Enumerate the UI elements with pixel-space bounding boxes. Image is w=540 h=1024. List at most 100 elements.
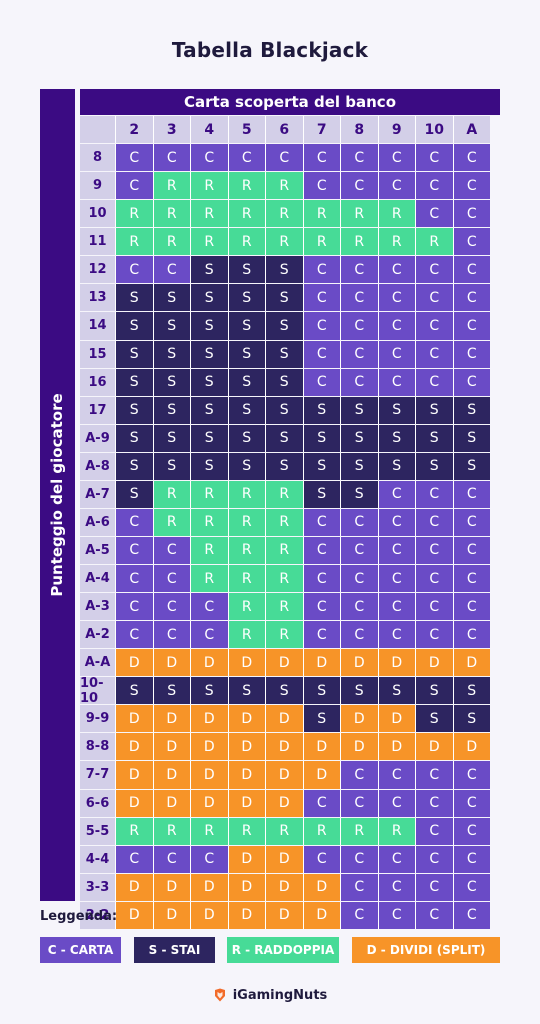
- dealer-card-header: 4: [190, 116, 228, 144]
- action-cell: C: [415, 536, 453, 564]
- action-cell: R: [302, 817, 340, 845]
- dealer-card-header: 2: [115, 116, 153, 144]
- action-cell: R: [265, 200, 303, 228]
- dealer-card-header: 10: [415, 116, 453, 144]
- action-cell: C: [452, 761, 490, 789]
- action-cell: S: [152, 284, 190, 312]
- action-cell: C: [452, 144, 490, 172]
- action-cell: D: [265, 845, 303, 873]
- action-cell: D: [190, 761, 228, 789]
- action-cell: S: [265, 452, 303, 480]
- action-cell: C: [452, 312, 490, 340]
- action-cell: S: [190, 368, 228, 396]
- action-cell: C: [415, 144, 453, 172]
- action-cell: S: [152, 368, 190, 396]
- player-hand-label: A-2: [80, 621, 115, 649]
- action-cell: D: [190, 901, 228, 929]
- action-cell: C: [377, 901, 415, 929]
- action-cell: C: [152, 536, 190, 564]
- action-cell: D: [265, 705, 303, 733]
- action-cell: C: [377, 340, 415, 368]
- action-cell: C: [415, 873, 453, 901]
- legend-item-stand: S - STAI: [134, 937, 215, 963]
- action-cell: R: [190, 565, 228, 593]
- action-cell: S: [302, 677, 340, 705]
- player-hand-label: A-A: [80, 649, 115, 677]
- brand-logo-icon: [214, 988, 225, 1002]
- action-cell: D: [227, 705, 265, 733]
- action-cell: C: [452, 172, 490, 200]
- action-cell: C: [377, 368, 415, 396]
- action-cell: S: [265, 340, 303, 368]
- player-hand-label: A-8: [80, 452, 115, 480]
- action-cell: D: [415, 649, 453, 677]
- player-axis-label: Punteggio del giocatore: [48, 393, 66, 597]
- action-cell: D: [190, 789, 228, 817]
- action-cell: C: [377, 873, 415, 901]
- player-hand-label: 10-10: [80, 676, 115, 706]
- action-cell: C: [452, 228, 490, 256]
- action-cell: C: [340, 284, 378, 312]
- action-cell: C: [265, 144, 303, 172]
- action-cell: C: [302, 340, 340, 368]
- action-cell: C: [452, 817, 490, 845]
- action-cell: R: [227, 508, 265, 536]
- action-cell: D: [152, 649, 190, 677]
- action-cell: S: [115, 368, 153, 396]
- action-cell: S: [302, 396, 340, 424]
- action-cell: D: [115, 901, 153, 929]
- action-cell: S: [152, 677, 190, 705]
- action-cell: C: [452, 284, 490, 312]
- action-cell: R: [190, 817, 228, 845]
- action-cell: D: [302, 649, 340, 677]
- action-cell: R: [377, 228, 415, 256]
- action-cell: R: [190, 228, 228, 256]
- action-cell: D: [340, 649, 378, 677]
- dealer-card-header: 7: [302, 116, 340, 144]
- action-cell: C: [377, 256, 415, 284]
- legend-item-split: D - DIVIDI (SPLIT): [352, 937, 500, 963]
- action-cell: C: [302, 845, 340, 873]
- action-cell: R: [227, 817, 265, 845]
- action-cell: C: [377, 144, 415, 172]
- action-cell: C: [152, 845, 190, 873]
- action-cell: R: [415, 228, 453, 256]
- action-cell: R: [227, 565, 265, 593]
- player-hand-label: 3-3: [80, 873, 115, 901]
- action-cell: S: [265, 312, 303, 340]
- action-cell: C: [302, 621, 340, 649]
- player-hand-label: 14: [80, 312, 115, 340]
- player-hand-label: 9-9: [80, 705, 115, 733]
- action-cell: R: [115, 200, 153, 228]
- action-cell: D: [227, 733, 265, 761]
- action-cell: S: [265, 256, 303, 284]
- dealer-card-header: 3: [152, 116, 190, 144]
- action-cell: D: [265, 901, 303, 929]
- action-cell: S: [190, 452, 228, 480]
- action-cell: C: [302, 312, 340, 340]
- player-hand-label: 11: [80, 228, 115, 256]
- action-cell: D: [265, 789, 303, 817]
- action-cell: D: [115, 789, 153, 817]
- action-cell: C: [377, 508, 415, 536]
- action-cell: D: [265, 873, 303, 901]
- action-cell: C: [377, 761, 415, 789]
- action-cell: S: [265, 284, 303, 312]
- action-cell: C: [302, 593, 340, 621]
- player-hand-label: 8: [80, 144, 115, 172]
- player-hand-label: A-7: [80, 480, 115, 508]
- action-cell: R: [152, 508, 190, 536]
- dealer-card-header: 9: [377, 116, 415, 144]
- strategy-table: 2 3 4 5 6 7 8 9 10 A 8 C C C C C C C C C C 9 C R R R R C C C C C 10 R R R R R…: [80, 116, 500, 929]
- action-cell: D: [227, 649, 265, 677]
- action-cell: C: [115, 536, 153, 564]
- action-cell: S: [190, 396, 228, 424]
- action-cell: R: [265, 228, 303, 256]
- player-hand-label: 2-2: [80, 901, 115, 929]
- action-cell: D: [227, 873, 265, 901]
- action-cell: C: [340, 536, 378, 564]
- action-cell: D: [115, 649, 153, 677]
- action-cell: C: [340, 256, 378, 284]
- action-cell: R: [152, 200, 190, 228]
- action-cell: C: [415, 621, 453, 649]
